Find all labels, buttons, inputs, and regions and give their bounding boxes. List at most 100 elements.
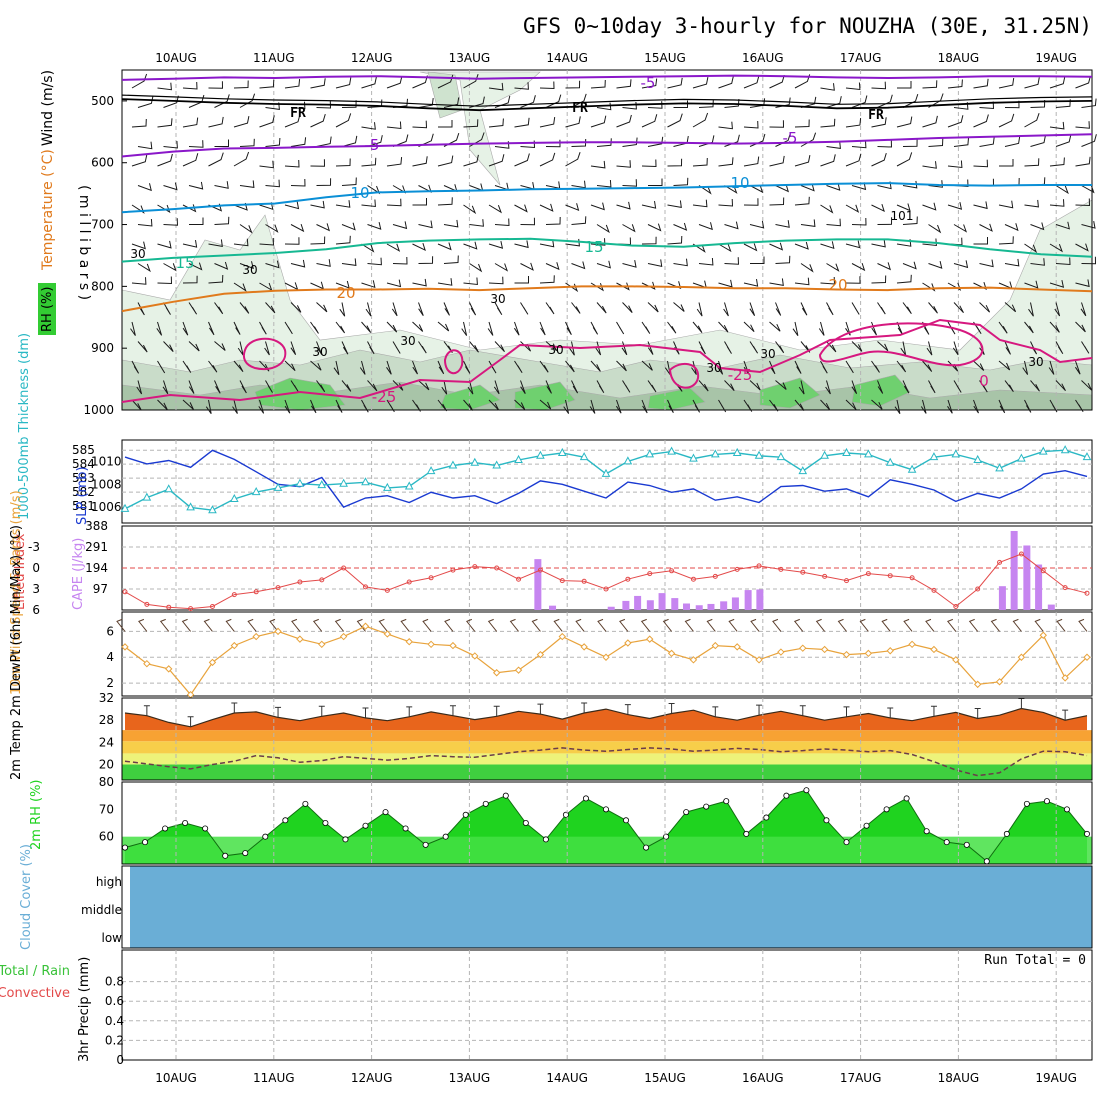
- cape-bar: [607, 606, 615, 610]
- li-tick-label: 6: [32, 603, 40, 617]
- lifted-index-point: [188, 606, 194, 612]
- wind-barb: [539, 360, 549, 373]
- chart-title: GFS 0~10day 3-hourly for NOUZHA (30E, 31…: [523, 14, 1092, 38]
- temp-maxmin-bar: [799, 705, 806, 716]
- wind-barb: [851, 217, 867, 226]
- contour-label: 10: [350, 184, 369, 202]
- wind-barb: [412, 198, 427, 206]
- cape-bar: [646, 600, 654, 610]
- isotherm-loop: [242, 337, 287, 370]
- lifted-index-point: [363, 584, 368, 590]
- wind10-barb: [116, 618, 126, 632]
- thickness-point: [492, 460, 502, 469]
- wind-barb: [794, 360, 802, 374]
- wind-barb: [928, 224, 942, 234]
- temp-maxmin-bar: [668, 703, 675, 714]
- wind-barb: [392, 256, 408, 265]
- wind-barb: [769, 242, 784, 251]
- wind-barb: [749, 184, 764, 194]
- wind-barb: [214, 94, 230, 108]
- wind-barb: [443, 255, 459, 264]
- temp-maxmin-bar: [406, 706, 413, 717]
- wind-barb: [214, 261, 229, 270]
- wind-barb: [1024, 243, 1038, 254]
- wind-barb: [794, 119, 810, 128]
- wind-barb: [163, 95, 179, 108]
- wind-barb: [826, 218, 841, 227]
- lifted-index-point: [844, 578, 849, 584]
- wind-barb: [902, 380, 910, 394]
- wind-barb: [469, 263, 483, 273]
- lifted-index-point: [516, 576, 522, 582]
- wind-barb: [361, 157, 377, 167]
- wind-barb: [724, 341, 732, 354]
- wind-barb: [718, 198, 734, 207]
- wind-barb: [520, 217, 536, 226]
- rh-point: [162, 825, 169, 832]
- wind-barb: [871, 152, 887, 167]
- wind-barb: [845, 82, 861, 91]
- wind-barb: [743, 120, 759, 129]
- wind-barb: [794, 241, 809, 250]
- wind-barb: [667, 235, 683, 245]
- rh-point: [703, 803, 710, 810]
- wind-barb: [488, 240, 504, 249]
- wind-barb: [922, 238, 937, 247]
- wind-barb: [1055, 341, 1064, 354]
- temp-tick-label: 20: [99, 757, 114, 771]
- wind-barb: [131, 204, 145, 214]
- wind-barb: [724, 185, 738, 194]
- wind10-point: [930, 645, 938, 654]
- wind-barb: [596, 380, 605, 393]
- wind-barb: [826, 263, 840, 272]
- wind-barb: [163, 140, 178, 149]
- wind-barb: [724, 257, 740, 265]
- rh-point: [202, 825, 209, 832]
- wind-barb: [718, 243, 732, 253]
- rh-point: [242, 850, 249, 857]
- rh-point: [502, 792, 509, 799]
- wind10-barb: [138, 618, 148, 632]
- lifted-index-point: [384, 587, 390, 593]
- wind10-barb: [859, 618, 869, 632]
- rh-lower-band: [122, 836, 1092, 864]
- cape-bar: [658, 593, 666, 610]
- thickness-point: [273, 482, 283, 491]
- li-tick-label: -3: [28, 540, 40, 554]
- thickness-point: [667, 446, 676, 455]
- wind-barb: [265, 260, 280, 269]
- wind10-point: [1039, 631, 1047, 639]
- wind-barb: [896, 203, 911, 212]
- wind10-barb: [269, 618, 279, 632]
- dewpoint-line: [124, 747, 1088, 777]
- wind-barb: [820, 276, 836, 285]
- thickness-tick-label: 585: [72, 443, 95, 457]
- wind-barb: [820, 399, 831, 411]
- wind-barb: [367, 135, 383, 147]
- rh-tick-label: 60: [99, 830, 114, 844]
- bottom-date-label: 16AUG: [742, 1071, 784, 1085]
- wind-barb: [265, 179, 280, 188]
- rh-contour-label: 30: [1028, 355, 1043, 369]
- wind-barb: [130, 321, 136, 336]
- upper-air-ylabel: Temperature (°C) Wind (m/s): [40, 70, 56, 271]
- wind-barb: [214, 216, 230, 225]
- contour-label: FR: [868, 108, 884, 123]
- wind-barb: [667, 321, 677, 334]
- wind-barb: [571, 93, 587, 108]
- thickness-point: [1060, 445, 1070, 454]
- wind-barb: [571, 302, 581, 314]
- wind-barb: [1004, 100, 1020, 109]
- wind10-point: [908, 640, 916, 649]
- temp-maxmin-bar: [1018, 698, 1025, 709]
- wind10-point: [252, 632, 260, 641]
- temp-band: [122, 753, 1092, 765]
- wind-barb: [673, 258, 688, 267]
- wind-barb: [1075, 75, 1091, 89]
- wind-barb: [157, 82, 172, 91]
- wind-barb: [488, 118, 504, 128]
- wind-barb: [1081, 380, 1093, 391]
- precip-tick-label: 0: [116, 1053, 124, 1067]
- wind-barb: [792, 321, 799, 336]
- contour-label: 20: [336, 284, 355, 302]
